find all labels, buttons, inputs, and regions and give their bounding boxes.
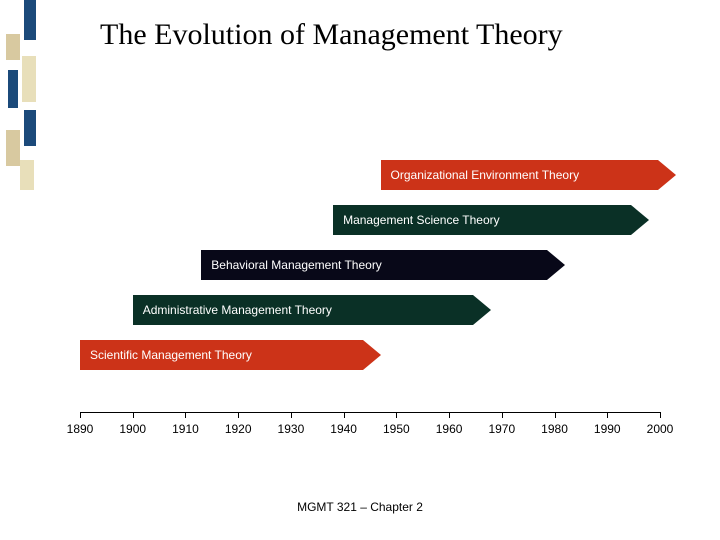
x-axis-tick: [185, 412, 186, 418]
slide-footer: MGMT 321 – Chapter 2: [0, 500, 720, 514]
timeline-bar-label: Behavioral Management Theory: [201, 250, 547, 280]
x-axis-tick-label: 1900: [119, 422, 146, 436]
deco-block: [6, 34, 20, 60]
timeline-bar: Management Science Theory: [333, 205, 649, 235]
deco-block: [6, 130, 20, 166]
timeline-bar-label: Management Science Theory: [333, 205, 631, 235]
x-axis-tick-label: 1980: [541, 422, 568, 436]
x-axis-tick: [449, 412, 450, 418]
x-axis-tick-label: 1890: [67, 422, 94, 436]
deco-block: [20, 160, 34, 190]
timeline-bar: Behavioral Management Theory: [201, 250, 565, 280]
x-axis-tick: [133, 412, 134, 418]
timeline-bar-label: Scientific Management Theory: [80, 340, 363, 370]
deco-block: [22, 56, 36, 102]
deco-block: [24, 110, 36, 146]
x-axis-tick-label: 1960: [436, 422, 463, 436]
side-decoration: [0, 0, 42, 200]
timeline-bar: Administrative Management Theory: [133, 295, 492, 325]
arrow-tip-icon: [473, 295, 491, 325]
x-axis-tick-label: 1920: [225, 422, 252, 436]
arrow-tip-icon: [658, 160, 676, 190]
x-axis-tick: [396, 412, 397, 418]
arrow-tip-icon: [363, 340, 381, 370]
timeline-bar-label: Organizational Environment Theory: [381, 160, 658, 190]
x-axis-tick-label: 1970: [488, 422, 515, 436]
x-axis-tick-label: 1930: [278, 422, 305, 436]
x-axis-tick: [344, 412, 345, 418]
timeline-bar: Scientific Management Theory: [80, 340, 381, 370]
x-axis-tick-label: 1950: [383, 422, 410, 436]
slide-title: The Evolution of Management Theory: [100, 18, 660, 53]
x-axis-tick: [660, 412, 661, 418]
x-axis-tick: [555, 412, 556, 418]
timeline-bar: Organizational Environment Theory: [381, 160, 676, 190]
arrow-tip-icon: [631, 205, 649, 235]
x-axis-tick: [607, 412, 608, 418]
slide: The Evolution of Management Theory Organ…: [0, 0, 720, 540]
x-axis-tick-label: 2000: [647, 422, 674, 436]
x-axis-tick-label: 1910: [172, 422, 199, 436]
x-axis-tick: [502, 412, 503, 418]
x-axis-tick-label: 1990: [594, 422, 621, 436]
timeline-bar-label: Administrative Management Theory: [133, 295, 474, 325]
arrow-tip-icon: [547, 250, 565, 280]
x-axis-tick: [80, 412, 81, 418]
deco-block: [24, 0, 36, 40]
x-axis-tick: [238, 412, 239, 418]
x-axis-tick-label: 1940: [330, 422, 357, 436]
deco-block: [8, 70, 18, 108]
x-axis-tick: [291, 412, 292, 418]
timeline-chart: Organizational Environment Theory Managem…: [80, 150, 660, 450]
x-axis-line: [80, 412, 660, 413]
